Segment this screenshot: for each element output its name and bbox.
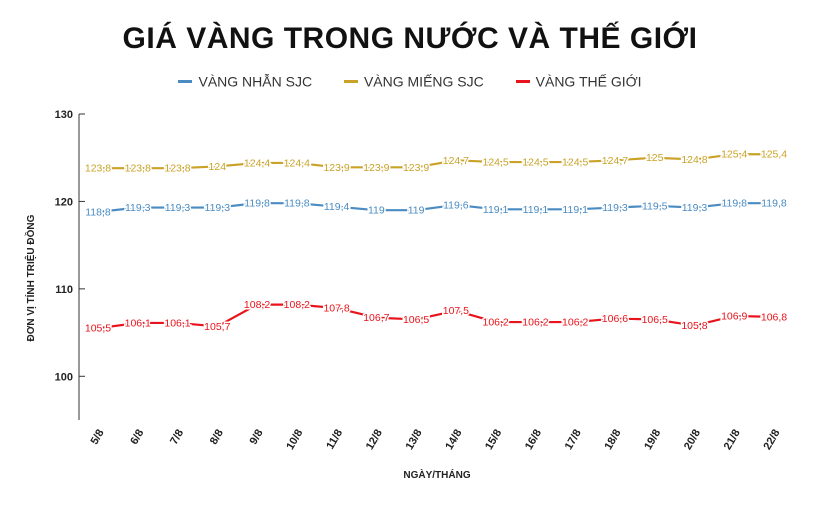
data-label: 106,8 <box>761 311 787 323</box>
legend-item-vang-the-gioi: VÀNG THẾ GIỚI <box>515 72 642 90</box>
data-label: 125,4 <box>721 149 747 161</box>
data-label: 106,7 <box>363 312 389 324</box>
data-label: 106,1 <box>125 317 151 329</box>
data-label: 125,4 <box>761 149 787 161</box>
y-tick-label: 130 <box>55 109 73 121</box>
y-axis-title: ĐƠN VỊ TÍNH TRIỆU ĐỒNG <box>24 214 37 341</box>
data-label: 106,5 <box>642 314 668 326</box>
x-tick-label: 5/8 <box>89 428 107 447</box>
data-label: 105,8 <box>681 320 707 332</box>
data-label: 106,2 <box>562 317 588 329</box>
y-tick-label: 110 <box>55 284 73 296</box>
data-label: 125 <box>646 152 664 164</box>
legend-label-vang-the-gioi: VÀNG THẾ GIỚI <box>535 73 642 90</box>
legend-label-vang-nhan-sjc: VÀNG NHẪN SJC <box>198 73 313 90</box>
data-label: 124,5 <box>483 157 509 169</box>
data-label: 119,8 <box>761 198 787 210</box>
data-label: 119,3 <box>602 202 628 214</box>
data-label: 124,7 <box>443 155 469 167</box>
data-label: 118,8 <box>85 206 111 218</box>
data-label: 124,7 <box>602 155 628 167</box>
data-label: 119,3 <box>125 202 151 214</box>
data-label: 106,9 <box>721 310 747 322</box>
legend-item-vang-nhan-sjc: VÀNG NHẪN SJC <box>178 72 312 89</box>
x-tick-label: 10/8 <box>284 428 305 453</box>
data-label: 105,5 <box>85 323 111 335</box>
legend-swatch-vang-the-gioi <box>515 79 530 83</box>
data-label: 106,6 <box>602 313 628 325</box>
x-tick-label: 20/8 <box>682 428 703 453</box>
legend-label-vang-mieng-sjc: VÀNG MIẾNG SJC <box>363 73 484 90</box>
legend-item-vang-mieng-sjc: VÀNG MIẾNG SJC <box>343 72 484 90</box>
data-label: 119,3 <box>165 202 191 214</box>
series-line-1 <box>98 153 774 170</box>
legend-swatch-vang-nhan-sjc <box>178 79 193 83</box>
data-label: 124,4 <box>244 157 270 169</box>
data-label: 119,8 <box>721 198 747 210</box>
x-tick-label: 11/8 <box>324 428 345 452</box>
x-tick-label: 18/8 <box>602 428 623 453</box>
data-label: 119,8 <box>284 198 310 210</box>
data-label: 123,9 <box>363 162 389 174</box>
data-label: 123,8 <box>125 163 151 175</box>
data-label: 123,8 <box>85 163 111 175</box>
data-label: 108,2 <box>284 299 310 311</box>
x-tick-label: 13/8 <box>404 428 425 453</box>
data-label: 124,5 <box>522 157 548 169</box>
data-label: 124,5 <box>562 157 588 169</box>
data-label: 106,5 <box>403 314 429 326</box>
data-label: 119,5 <box>642 200 668 212</box>
x-axis-title: NGÀY/THÁNG <box>403 468 470 481</box>
data-label: 124,8 <box>681 154 707 166</box>
series-line-0 <box>97 202 774 214</box>
data-label: 119 <box>368 205 385 217</box>
x-tick-label: 6/8 <box>128 428 146 447</box>
data-label: 123,8 <box>164 163 190 175</box>
data-label: 119 <box>408 205 425 217</box>
x-tick-label: 15/8 <box>483 428 504 453</box>
x-tick-label: 19/8 <box>642 428 663 453</box>
x-tick-label: 7/8 <box>168 428 186 447</box>
x-tick-label: 9/8 <box>248 428 266 447</box>
data-label: 107,8 <box>323 303 349 315</box>
data-label: 106,1 <box>164 317 190 329</box>
legend-swatch-vang-mieng-sjc <box>343 79 358 83</box>
data-label: 119,1 <box>483 204 509 216</box>
x-tick-label: 22/8 <box>761 428 782 453</box>
x-tick-label: 16/8 <box>523 428 544 453</box>
data-label: 123,9 <box>403 162 429 174</box>
chart-title: GIÁ VÀNG TRONG NƯỚC VÀ THẾ GIỚI <box>122 22 698 55</box>
y-tick-label: 100 <box>55 371 73 383</box>
data-label: 119,3 <box>205 202 231 214</box>
x-tick-label: 12/8 <box>364 428 385 453</box>
data-label: 119,3 <box>682 202 708 214</box>
x-tick-label: 8/8 <box>208 428 226 447</box>
data-label: 119,1 <box>562 204 588 216</box>
x-tick-label: 17/8 <box>563 428 584 453</box>
data-label: 119,1 <box>523 204 549 216</box>
data-label: 123,9 <box>323 162 349 174</box>
data-label: 124,4 <box>284 157 310 169</box>
legend: VÀNG NHẪN SJC VÀNG MIẾNG SJC VÀNG THẾ GI… <box>0 72 820 89</box>
data-label: 105,7 <box>204 321 230 333</box>
data-label: 119,4 <box>324 201 350 213</box>
series-line-2 <box>97 303 775 330</box>
x-tick-label: 14/8 <box>443 428 464 453</box>
data-label: 119,6 <box>443 199 469 211</box>
data-label: 107,5 <box>443 305 469 317</box>
data-label: 108,2 <box>244 299 270 311</box>
data-label: 124 <box>209 161 227 173</box>
x-tick-label: 21/8 <box>722 428 743 453</box>
data-label: 106,2 <box>522 317 548 329</box>
data-label: 106,2 <box>483 317 509 329</box>
y-tick-label: 120 <box>55 196 73 208</box>
data-label: 119,8 <box>244 198 270 210</box>
